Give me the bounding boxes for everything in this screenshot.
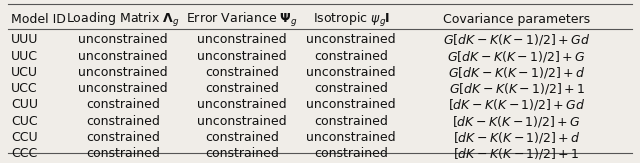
Text: unconstrained: unconstrained	[307, 131, 396, 144]
Text: UCC: UCC	[11, 82, 38, 95]
Text: unconstrained: unconstrained	[79, 33, 168, 46]
Text: $\left[dK-K\left(K-1\right)/2\right]+d$: $\left[dK-K\left(K-1\right)/2\right]+d$	[453, 130, 580, 145]
Text: CUC: CUC	[11, 115, 38, 128]
Text: constrained: constrained	[314, 115, 388, 128]
Text: constrained: constrained	[86, 147, 160, 160]
Text: constrained: constrained	[86, 131, 160, 144]
Text: CCC: CCC	[11, 147, 37, 160]
Text: $G\left[dK-K\left(K-1\right)/2\right]+1$: $G\left[dK-K\left(K-1\right)/2\right]+1$	[449, 81, 585, 96]
Text: unconstrained: unconstrained	[197, 50, 287, 63]
Text: CCU: CCU	[11, 131, 38, 144]
Text: unconstrained: unconstrained	[307, 66, 396, 79]
Text: constrained: constrained	[86, 98, 160, 111]
Text: constrained: constrained	[205, 82, 279, 95]
Text: Covariance parameters: Covariance parameters	[443, 14, 590, 26]
Text: $G\left[dK-K\left(K-1\right)/2\right]+Gd$: $G\left[dK-K\left(K-1\right)/2\right]+Gd…	[443, 32, 590, 47]
Text: unconstrained: unconstrained	[79, 82, 168, 95]
Text: $\left[dK-K\left(K-1\right)/2\right]+1$: $\left[dK-K\left(K-1\right)/2\right]+1$	[454, 146, 580, 161]
Text: UUC: UUC	[11, 50, 38, 63]
Text: constrained: constrained	[205, 147, 279, 160]
Text: constrained: constrained	[314, 50, 388, 63]
Text: $\left[dK-K\left(K-1\right)/2\right]+Gd$: $\left[dK-K\left(K-1\right)/2\right]+Gd$	[448, 97, 586, 112]
Text: constrained: constrained	[86, 115, 160, 128]
Text: Error Variance $\mathbf{\Psi}_g$: Error Variance $\mathbf{\Psi}_g$	[186, 11, 298, 29]
Text: unconstrained: unconstrained	[307, 33, 396, 46]
Text: UCU: UCU	[11, 66, 38, 79]
Text: Model ID: Model ID	[11, 14, 66, 26]
Text: Isotropic $\psi_g\mathbf{I}$: Isotropic $\psi_g\mathbf{I}$	[312, 11, 390, 29]
Text: constrained: constrained	[205, 66, 279, 79]
Text: unconstrained: unconstrained	[197, 33, 287, 46]
Text: constrained: constrained	[314, 82, 388, 95]
Text: Loading Matrix $\mathbf{\Lambda}_g$: Loading Matrix $\mathbf{\Lambda}_g$	[67, 11, 180, 29]
Text: UUU: UUU	[11, 33, 38, 46]
Text: unconstrained: unconstrained	[197, 115, 287, 128]
Text: constrained: constrained	[314, 147, 388, 160]
Text: $G\left[dK-K\left(K-1\right)/2\right]+d$: $G\left[dK-K\left(K-1\right)/2\right]+d$	[448, 65, 586, 80]
Text: unconstrained: unconstrained	[79, 66, 168, 79]
Text: unconstrained: unconstrained	[197, 98, 287, 111]
Text: $G\left[dK-K\left(K-1\right)/2\right]+G$: $G\left[dK-K\left(K-1\right)/2\right]+G$	[447, 49, 586, 64]
Text: unconstrained: unconstrained	[79, 50, 168, 63]
Text: CUU: CUU	[11, 98, 38, 111]
Text: $\left[dK-K\left(K-1\right)/2\right]+G$: $\left[dK-K\left(K-1\right)/2\right]+G$	[452, 114, 581, 129]
Text: constrained: constrained	[205, 131, 279, 144]
Text: unconstrained: unconstrained	[307, 98, 396, 111]
